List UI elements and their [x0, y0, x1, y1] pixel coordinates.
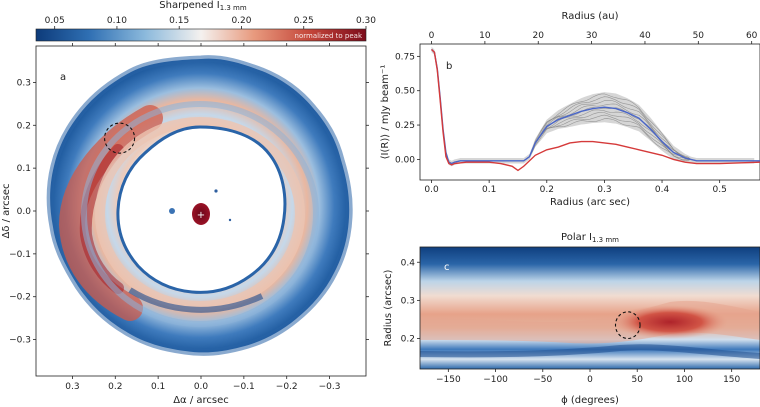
x-tick-label: −100: [483, 375, 508, 385]
panel-b-frame: [419, 43, 760, 181]
colorbar-tick-label: 0.25: [294, 16, 314, 26]
disk-inner-ring: [95, 117, 305, 311]
top-tick-label: 60: [746, 31, 758, 41]
x-tick-label: 0.1: [151, 382, 165, 392]
x-tick-label: 0.4: [655, 185, 670, 195]
panel-a-xticks: 0.3 0.2 0.1 0.0 −0.1 −0.2 −0.3: [65, 43, 341, 392]
colorbar-tick-label: 0.30: [356, 16, 376, 26]
y-tick-label: 0.2: [17, 121, 31, 131]
x-tick-label: −150: [436, 375, 461, 385]
blob-south: [228, 218, 232, 222]
colorbar-gradient: [35, 28, 367, 42]
panel-a-xlabel: Δα / arcsec: [173, 395, 229, 406]
top-tick-label: 0: [429, 31, 435, 41]
y-tick-label: 0.3: [17, 78, 31, 88]
y-tick-label: −0.2: [9, 293, 31, 303]
x-tick-label: 150: [723, 375, 740, 385]
x-tick-label: 0.2: [108, 382, 122, 392]
y-tick-label: 0.75: [395, 52, 415, 62]
colorbar-tick-label: 0.15: [169, 16, 189, 26]
panel-c-title: Polar I1.3 mm: [561, 232, 619, 244]
x-tick-label: 0.3: [597, 185, 611, 195]
panel-b-label: b: [446, 61, 452, 72]
x-tick-label: 0.2: [540, 185, 554, 195]
panel-b-radial-profile: b 0.0 0.1 0.2 0.3 0.4 0.5 0.00 0.25 0.50 0.75 0 1…: [380, 11, 760, 208]
colorbar-title: Sharpened I1.3 mm: [159, 0, 247, 12]
colorbar-tick-label: 0.10: [107, 16, 127, 26]
panel-a-yticks: 0.3 0.2 0.1 0.0 −0.1 −0.2 −0.3: [9, 78, 369, 346]
panel-b-yticks: 0.00 0.25 0.50 0.75: [395, 52, 420, 165]
colorbar-note: normalized to peak: [295, 32, 363, 40]
x-tick-label: 100: [676, 375, 693, 385]
x-tick-label: 0.5: [712, 185, 726, 195]
clump-marker-a: [104, 122, 136, 154]
panel-b-top-ticks: 0 10 20 30 40 50 60: [429, 31, 758, 44]
panel-b-ylabel: ⟨I(R)⟩ / mJy beam⁻¹: [380, 65, 391, 160]
y-tick-label: 0.00: [395, 155, 415, 165]
colorbar-ticks: 0.05 0.10 0.15 0.20 0.25 0.30: [45, 16, 376, 29]
clump-marker-c: [614, 311, 641, 340]
x-tick-label: −0.1: [233, 382, 255, 392]
y-tick-label: 0.0: [17, 207, 32, 217]
panel-b-ensemble: [431, 46, 755, 167]
colorbar: Sharpened I1.3 mm 0.05 0.10 0.15 0.20 0.25 0.…: [35, 0, 376, 42]
panel-c-xticks: −150 −100 −50 0 50 100 150: [436, 369, 741, 385]
central-peak: [192, 203, 210, 225]
colorbar-tick-label: 0.20: [231, 16, 251, 26]
top-tick-label: 50: [693, 31, 705, 41]
x-tick-label: 0: [587, 375, 593, 385]
polar-dark-lane: [420, 344, 760, 359]
profile-envelope: [431, 46, 755, 167]
top-tick-label: 30: [586, 31, 598, 41]
panel-c-yticks: 0.2 0.3 0.4: [401, 258, 420, 345]
blob-west: [169, 208, 175, 214]
disk-outer-rim-dark: [46, 55, 353, 356]
panel-b-xlabel: Radius (arc sec): [550, 197, 630, 208]
panel-c-label: c: [444, 262, 450, 273]
panel-c-ylabel: Radius (arcsec): [383, 269, 394, 346]
disk-gap: [81, 101, 319, 327]
panel-c-xlabel: ϕ (degrees): [561, 395, 619, 406]
panel-b-series: [431, 48, 760, 172]
central-marker: +: [197, 210, 205, 221]
colorbar-tick-label: 0.05: [45, 16, 65, 26]
panel-a-label: a: [60, 72, 66, 83]
x-tick-label: −50: [533, 375, 552, 385]
y-tick-label: 0.3: [401, 296, 415, 306]
series-azimuthal-average: [431, 48, 760, 165]
panel-b-top-xlabel: Radius (au): [562, 11, 619, 22]
x-tick-label: −0.2: [276, 382, 298, 392]
y-tick-label: −0.1: [9, 250, 31, 260]
x-tick-label: 0.3: [65, 382, 79, 392]
panel-c-polar-map: Polar I1.3 mm c −150 −100 −50 0 50 100 150 0.2…: [383, 232, 760, 406]
x-tick-label: 0.1: [482, 185, 496, 195]
panel-a-disk-image: + a 0.3 0.2 0.1 0.0 −0.1 −0.2 −0.3 0.30.20.10.…: [1, 43, 369, 406]
y-tick-label: 0.1: [17, 164, 31, 174]
x-tick-label: 0.0: [424, 185, 439, 195]
x-tick-label: −0.3: [319, 382, 341, 392]
blob-north: [214, 189, 218, 193]
top-tick-label: 20: [533, 31, 545, 41]
top-tick-label: 40: [639, 31, 651, 41]
y-tick-label: −0.3: [9, 336, 31, 346]
top-tick-label: 10: [479, 31, 491, 41]
disk-dark-lane: [128, 287, 264, 313]
panel-b-xticks: 0.0 0.1 0.2 0.3 0.4 0.5: [424, 180, 727, 195]
panel-a-ylabel: Δδ / arcsec: [1, 183, 12, 238]
x-tick-label: 0.0: [194, 382, 209, 392]
y-tick-label: 0.50: [395, 87, 415, 97]
y-tick-label: 0.25: [395, 121, 415, 131]
y-tick-label: 0.2: [401, 335, 415, 345]
series-minimum-profile: [431, 48, 760, 172]
polar-hotspot: [612, 305, 728, 339]
y-tick-label: 0.4: [401, 258, 416, 268]
x-tick-label: 50: [631, 375, 643, 385]
